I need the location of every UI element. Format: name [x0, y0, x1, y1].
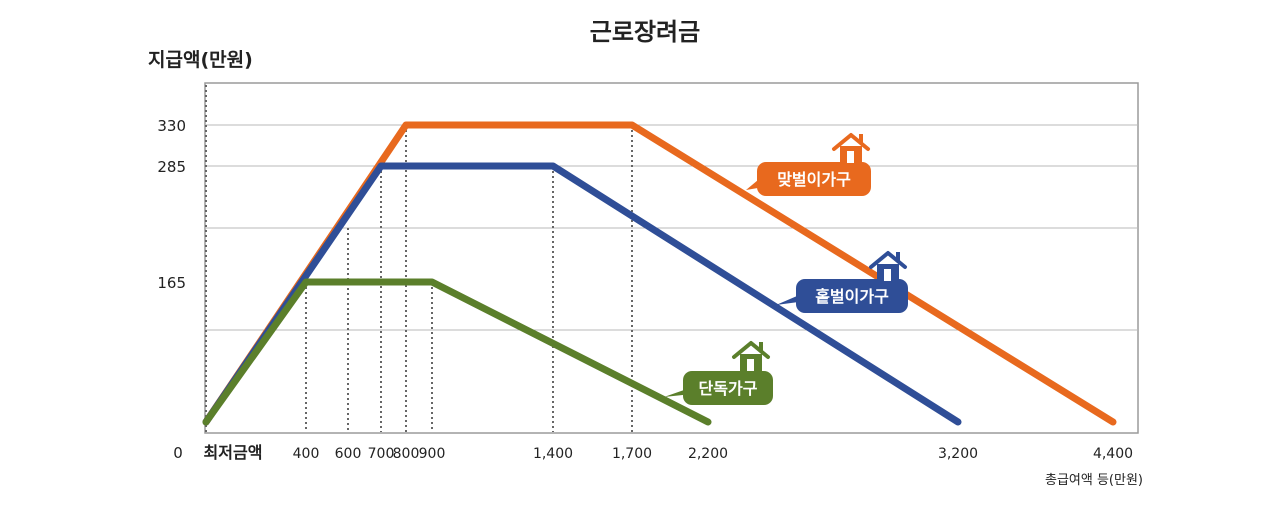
y-tick-label: 285	[157, 158, 186, 176]
series-label: 맞벌이가구	[777, 170, 851, 189]
series-layer	[202, 121, 1117, 426]
x-axis-label: 총급여액 등(만원)	[1045, 473, 1143, 488]
series-label: 홑벌이가구	[815, 287, 889, 306]
x-tick-label: 900	[419, 446, 446, 462]
chart-title: 근로장려금	[590, 18, 700, 46]
series-label: 단독가구	[699, 379, 758, 398]
x-tick-label: 2,200	[688, 446, 728, 462]
x-tick-label: 4,400	[1093, 446, 1133, 462]
x-tick-label: 1,400	[533, 446, 573, 462]
x-tick-label: 400	[293, 446, 320, 462]
x-tick-label: 600	[335, 446, 362, 462]
x-tick-label: 700	[368, 446, 395, 462]
series-line	[202, 278, 712, 426]
x-tick-label: 1,700	[612, 446, 652, 462]
series-label-badge	[796, 279, 908, 313]
x-tick-label: 3,200	[938, 446, 978, 462]
x-origin-label: 0	[173, 444, 183, 462]
y-axis-label: 지급액(만원)	[148, 49, 253, 71]
y-tick-label: 330	[157, 117, 186, 135]
x-min-label: 최저금액	[204, 443, 263, 462]
y-tick-label: 165	[157, 274, 186, 292]
house-icon	[732, 341, 770, 371]
grid-layer	[205, 85, 1138, 432]
house-icon	[832, 133, 870, 163]
house-icon	[869, 251, 907, 281]
plot-area	[204, 82, 1139, 434]
series-label-badge	[757, 162, 871, 196]
x-tick-label: 800	[393, 446, 420, 462]
series-label-badge	[683, 371, 773, 405]
